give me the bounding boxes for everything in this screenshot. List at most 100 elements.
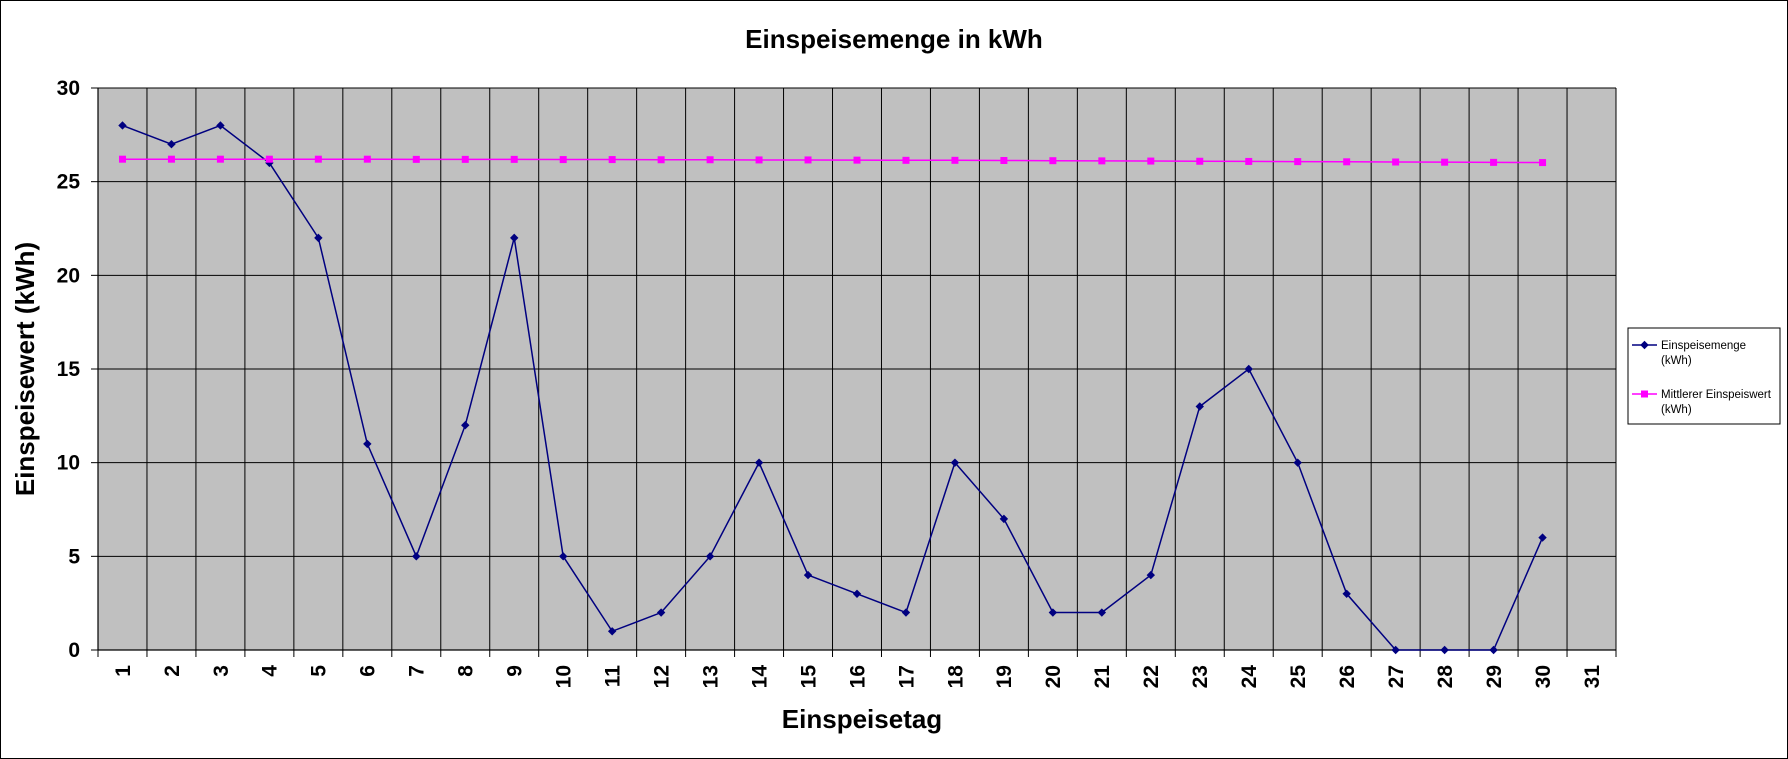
data-point-square bbox=[412, 155, 420, 163]
legend-series-1-diamond-icon bbox=[1640, 340, 1649, 350]
legend-series-1-label-line-2: (kWh) bbox=[1661, 355, 1692, 367]
x-tick-label: 26 bbox=[1336, 665, 1359, 688]
data-point-square bbox=[1196, 157, 1204, 165]
x-tick-label: 24 bbox=[1238, 665, 1261, 689]
data-point-square bbox=[1098, 157, 1106, 165]
x-tick-label: 14 bbox=[748, 665, 771, 689]
data-point-square bbox=[314, 155, 322, 163]
data-point-square bbox=[1343, 158, 1351, 166]
y-tick-label: 20 bbox=[57, 264, 80, 287]
data-point-diamond bbox=[1440, 645, 1449, 655]
data-point-diamond bbox=[1538, 533, 1547, 542]
data-point-diamond bbox=[1391, 645, 1400, 655]
x-tick-label: 5 bbox=[308, 665, 331, 677]
x-tick-label: 1 bbox=[112, 665, 135, 677]
data-point-diamond bbox=[754, 458, 764, 467]
data-point-square bbox=[510, 155, 518, 163]
series-2 bbox=[118, 155, 1547, 167]
data-point-diamond bbox=[1293, 458, 1302, 467]
x-tick-label: 22 bbox=[1140, 665, 1163, 688]
data-point-diamond bbox=[1489, 645, 1498, 655]
x-tick-label: 12 bbox=[650, 665, 673, 688]
data-point-square bbox=[608, 156, 616, 164]
x-tick-label: 3 bbox=[210, 665, 233, 677]
y-tick-label: 10 bbox=[57, 452, 80, 475]
data-point-square bbox=[1049, 157, 1057, 165]
data-point-square bbox=[1147, 157, 1155, 165]
data-point-square bbox=[1294, 158, 1302, 166]
grid-lines bbox=[98, 87, 1617, 650]
data-point-diamond bbox=[558, 552, 568, 561]
data-point-diamond bbox=[461, 421, 470, 430]
y-tick-label: 15 bbox=[57, 358, 81, 381]
data-point-square bbox=[1000, 156, 1008, 164]
data-point-square bbox=[657, 156, 665, 164]
legend-series-2-label-line-1: Mittlerer Einspeiswert bbox=[1661, 389, 1772, 401]
series-1 bbox=[118, 121, 1547, 655]
data-point-square bbox=[902, 156, 910, 164]
data-point-diamond bbox=[412, 552, 421, 561]
data-point-square bbox=[1245, 157, 1253, 165]
x-tick-label: 20 bbox=[1042, 665, 1065, 688]
data-point-diamond bbox=[656, 608, 666, 617]
series-2-line bbox=[122, 158, 1543, 164]
x-tick-label: 27 bbox=[1385, 665, 1408, 688]
x-tick-label: 8 bbox=[455, 665, 478, 677]
data-point-diamond bbox=[1195, 402, 1204, 411]
data-point-square bbox=[363, 155, 371, 163]
x-tick-label: 4 bbox=[259, 665, 282, 677]
y-tick-label: 30 bbox=[57, 77, 80, 100]
data-point-square bbox=[265, 155, 273, 163]
data-series bbox=[118, 121, 1547, 655]
data-point-square bbox=[559, 156, 567, 164]
data-point-diamond bbox=[118, 121, 127, 130]
x-tick-label: 16 bbox=[846, 665, 869, 688]
data-point-diamond bbox=[167, 140, 176, 149]
x-tick-label: 30 bbox=[1532, 665, 1555, 688]
data-point-diamond bbox=[363, 439, 372, 449]
data-point-diamond bbox=[1342, 589, 1351, 598]
x-tick-label: 31 bbox=[1581, 665, 1604, 689]
x-tick-label: 29 bbox=[1483, 665, 1506, 688]
data-point-diamond bbox=[1048, 608, 1058, 617]
data-point-diamond bbox=[1244, 364, 1253, 374]
data-point-square bbox=[1539, 159, 1547, 167]
data-point-diamond bbox=[314, 233, 323, 243]
x-tick-label: 13 bbox=[699, 665, 722, 688]
x-tick-label: 25 bbox=[1287, 665, 1310, 689]
x-tick-label: 21 bbox=[1091, 665, 1114, 689]
data-point-square bbox=[706, 156, 714, 164]
data-point-diamond bbox=[607, 627, 617, 636]
x-tick-label: 10 bbox=[553, 665, 576, 688]
x-tick-label: 15 bbox=[797, 665, 820, 689]
x-tick-label: 19 bbox=[993, 665, 1016, 688]
series-1-line bbox=[122, 124, 1544, 651]
data-point-square bbox=[1490, 158, 1498, 166]
data-point-square bbox=[118, 155, 126, 163]
data-point-diamond bbox=[901, 608, 911, 617]
data-point-square bbox=[853, 156, 861, 164]
legend-series-1-label-line-1: Einspeisemenge bbox=[1661, 340, 1746, 352]
legend: Einspeisemenge (kWh) Mittlerer Einspeisw… bbox=[1627, 327, 1781, 425]
data-point-square bbox=[461, 155, 469, 163]
y-tick-label: 0 bbox=[68, 639, 80, 662]
data-point-square bbox=[1392, 158, 1400, 166]
y-tick-label: 5 bbox=[68, 545, 80, 568]
axes bbox=[91, 87, 1617, 657]
data-point-square bbox=[951, 156, 959, 164]
legend-series-2-square-icon bbox=[1641, 390, 1648, 398]
x-tick-label: 17 bbox=[895, 665, 918, 688]
data-point-diamond bbox=[999, 514, 1009, 524]
x-tick-label: 9 bbox=[504, 665, 527, 677]
x-tick-label: 28 bbox=[1434, 665, 1457, 689]
x-tick-label: 18 bbox=[944, 665, 967, 689]
data-point-diamond bbox=[1097, 608, 1107, 617]
data-point-diamond bbox=[852, 589, 862, 598]
data-point-square bbox=[804, 156, 812, 164]
data-point-diamond bbox=[1146, 570, 1156, 580]
x-tick-label: 7 bbox=[406, 665, 429, 677]
legend-box bbox=[1627, 327, 1781, 425]
